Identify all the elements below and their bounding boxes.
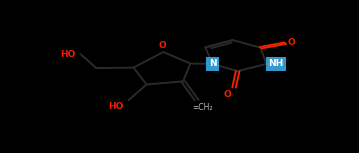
Text: HO: HO: [60, 50, 75, 59]
Text: NH: NH: [269, 60, 284, 68]
Text: O: O: [287, 38, 295, 47]
Text: =CH₂: =CH₂: [192, 103, 213, 112]
Text: O: O: [158, 41, 166, 50]
Text: N: N: [209, 60, 216, 68]
Text: HO: HO: [108, 102, 124, 111]
Text: O: O: [224, 90, 232, 99]
